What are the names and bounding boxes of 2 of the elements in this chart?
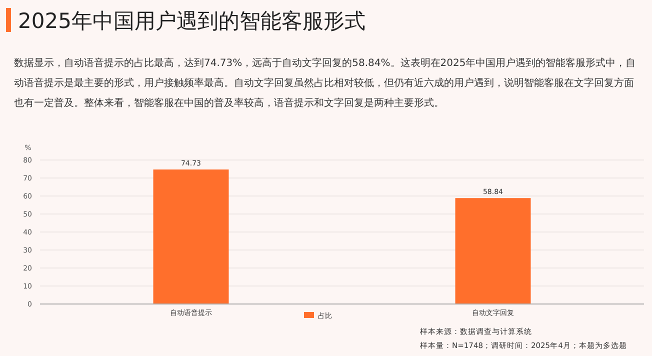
chart-title: 2025年中国用户遇到的智能客服形式 <box>18 9 366 33</box>
chart-subtitle: 数据显示，自动语音提示的占比最高，达到74.73%，远高于自动文字回复的58.84%。这表明在2025年中国用户遇到的智能客服形式中，自动语音提示是最主要的形式，用户接触频率最高。自动文字回复虽然占比相对较低，但仍有近六成的用户遇到，说明智能客服在文字回复方面也有一定普及。整体来看，智能客服在中国的普及率较高，语音提示和文字回复是两种主要形式。 <box>14 57 636 109</box>
